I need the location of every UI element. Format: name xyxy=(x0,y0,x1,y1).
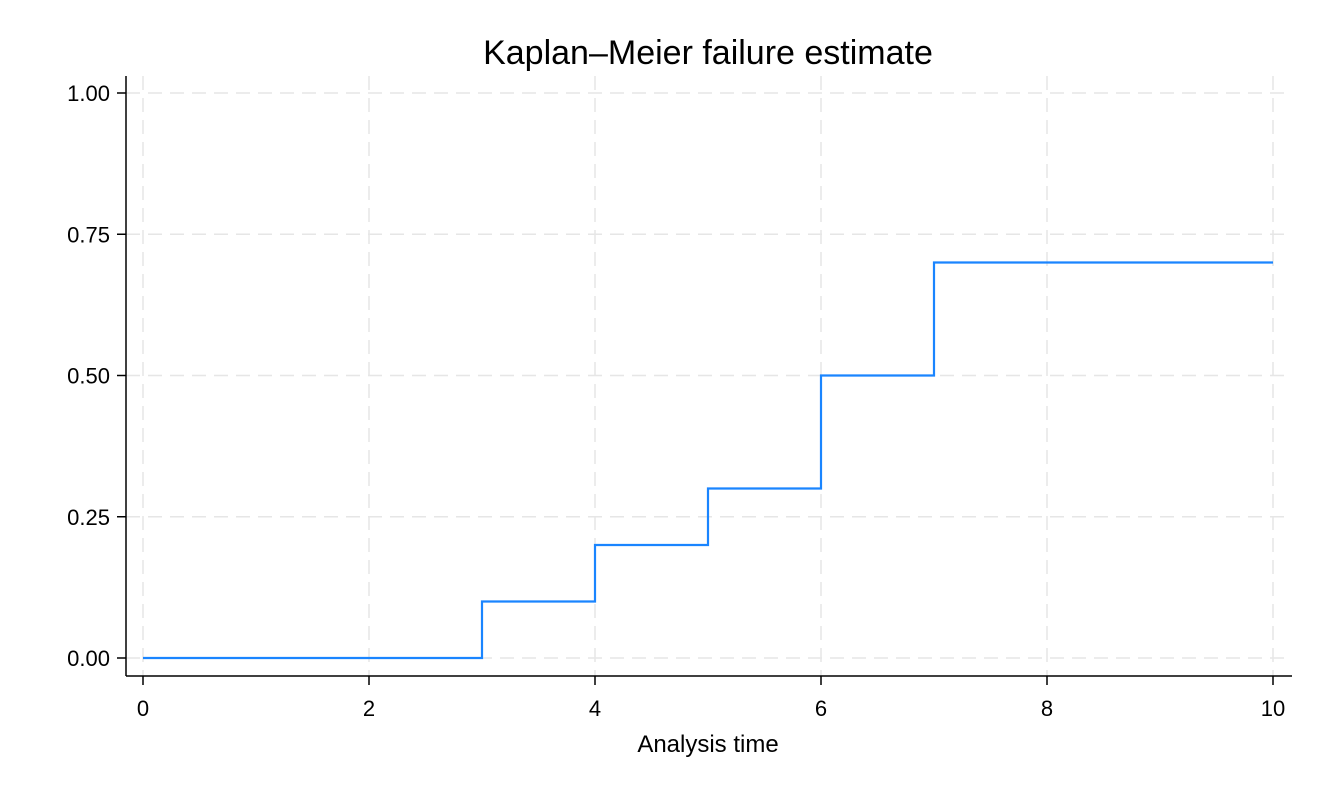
x-ticks: 0 2 4 6 8 10 xyxy=(137,676,1285,721)
y-tick-label: 0.00 xyxy=(67,646,110,671)
chart-title: Kaplan–Meier failure estimate xyxy=(483,34,933,72)
y-tick-label: 0.25 xyxy=(67,505,110,530)
x-tick-label: 10 xyxy=(1261,696,1285,721)
y-ticks: 0.00 0.25 0.50 0.75 1.00 xyxy=(67,81,126,671)
km-step-line xyxy=(143,261,1273,660)
y-tick-label: 1.00 xyxy=(67,81,110,106)
x-tick-label: 2 xyxy=(363,696,375,721)
x-tick-label: 6 xyxy=(815,696,827,721)
x-tick-label: 4 xyxy=(589,696,601,721)
y-tick-label: 0.50 xyxy=(67,364,110,389)
x-axis-label: Analysis time xyxy=(637,731,778,758)
x-tick-label: 0 xyxy=(137,696,149,721)
y-tick-label: 0.75 xyxy=(67,222,110,247)
series-layer xyxy=(143,261,1273,660)
x-tick-label: 8 xyxy=(1041,696,1053,721)
grid-lines xyxy=(126,76,1292,676)
